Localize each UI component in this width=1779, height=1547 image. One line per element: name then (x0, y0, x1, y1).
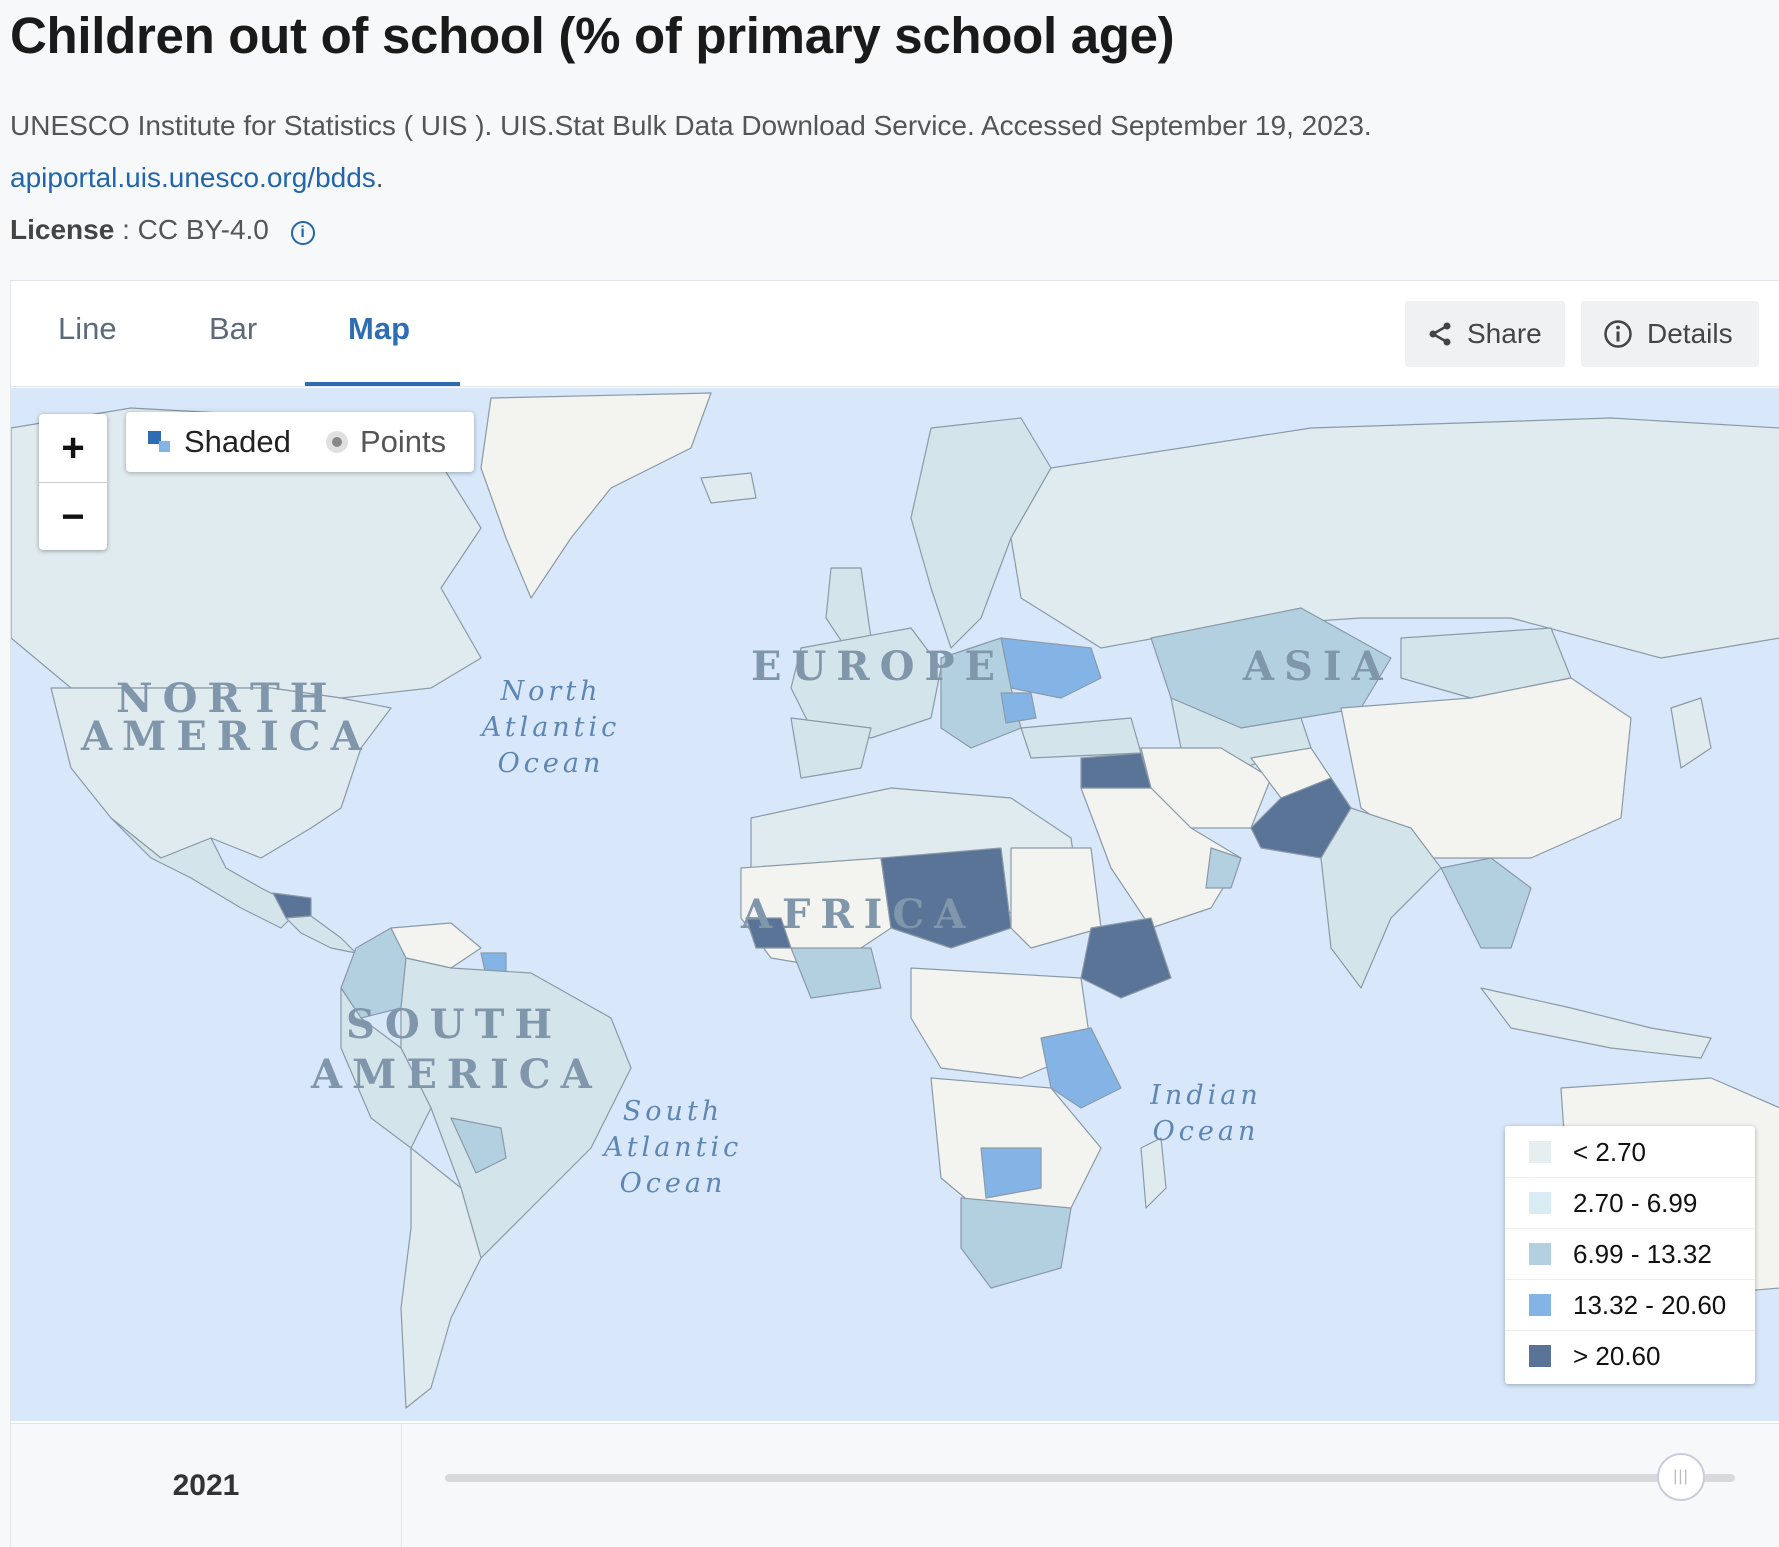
oman (1205, 847, 1242, 889)
legend-swatch (1529, 1243, 1551, 1265)
label-south-america-1: SOUTH (346, 1001, 562, 1048)
peru-bolivia (340, 987, 432, 1149)
botswana (980, 1147, 1042, 1199)
syria-iraq (1080, 752, 1152, 789)
label-north-america-1: NORTH (116, 675, 338, 722)
venezuela (390, 922, 482, 969)
label-africa: AFRICA (740, 891, 975, 938)
legend-item: > 20.60 (1505, 1330, 1755, 1381)
zoom-divider (39, 482, 107, 483)
central-america (285, 915, 357, 954)
points-icon (326, 431, 348, 453)
tab-bar-chart[interactable]: Bar (209, 311, 258, 346)
mode-points-label: Points (360, 424, 447, 459)
chart-panel: Line Bar Map Share Details (10, 280, 1779, 1547)
legend-label: 13.32 - 20.60 (1573, 1290, 1727, 1320)
legend-item: 6.99 - 13.32 (1505, 1228, 1755, 1280)
share-button[interactable]: Share (1405, 301, 1565, 367)
source-text: UNESCO Institute for Statistics ( UIS ).… (10, 110, 1372, 141)
year-slider-track[interactable] (445, 1474, 1735, 1482)
map-canvas: NORTH AMERICA SOUTH AMERICA EUROPE AFRIC… (11, 392, 1779, 1409)
japan (1670, 697, 1712, 769)
legend-item: < 2.70 (1505, 1126, 1755, 1178)
label-south-atlantic-2: Atlantic (601, 1132, 743, 1163)
label-south-america-2: AMERICA (310, 1051, 602, 1098)
greenland (480, 392, 712, 599)
shaded-icon (148, 431, 170, 452)
label-north-america-2: AMERICA (80, 713, 372, 760)
details-button[interactable]: Details (1581, 301, 1759, 367)
share-icon (1429, 322, 1451, 346)
tanzania (1040, 1027, 1122, 1109)
legend-swatch (1529, 1141, 1551, 1163)
legend-label: 2.70 - 6.99 (1573, 1188, 1698, 1218)
legend-item: 2.70 - 6.99 (1505, 1177, 1755, 1229)
label-north-atlantic-2: Atlantic (479, 712, 621, 743)
turkey (1020, 717, 1142, 759)
source-link-row: apiportal.uis.unesco.org/bdds. (10, 162, 384, 194)
mode-shaded-label: Shaded (184, 424, 291, 459)
source-link-period: . (375, 162, 384, 193)
tab-line[interactable]: Line (58, 311, 117, 346)
page-title: Children out of school (% of primary sch… (10, 7, 1175, 64)
iceland (700, 472, 757, 504)
western-europe (790, 627, 942, 739)
southeast-asia (1440, 857, 1532, 949)
india (1320, 807, 1442, 989)
year-slider-handle[interactable]: ||| (1657, 1453, 1705, 1501)
label-europe: EUROPE (751, 643, 1005, 690)
zoom-control: + − (39, 414, 107, 550)
active-tab-indicator (305, 382, 460, 386)
share-label: Share (1467, 318, 1542, 349)
iberia (790, 717, 872, 779)
paraguay (450, 1117, 507, 1174)
chile-argentina (400, 1147, 482, 1409)
indonesia (1480, 987, 1712, 1059)
mali-niger (880, 847, 1012, 949)
tab-map[interactable]: Map (348, 311, 410, 346)
info-circle-icon (1604, 320, 1632, 348)
license-value: : CC BY-4.0 (122, 214, 269, 245)
mode-points-option[interactable]: Points (324, 424, 446, 460)
chad-sudan (1010, 847, 1102, 949)
legend-label: < 2.70 (1573, 1137, 1647, 1167)
nigeria-ghana (790, 947, 882, 999)
zoom-out-button[interactable]: − (61, 494, 85, 539)
selected-year: 2021 (11, 1424, 402, 1547)
scandinavia (910, 417, 1052, 649)
legend-swatch (1529, 1294, 1551, 1316)
source-link[interactable]: apiportal.uis.unesco.org/bdds (10, 162, 376, 193)
legend-swatch (1529, 1345, 1551, 1367)
legend-swatch (1529, 1192, 1551, 1214)
label-south-atlantic-3: Ocean (620, 1168, 727, 1199)
madagascar (1140, 1137, 1167, 1209)
south-africa (960, 1197, 1072, 1289)
tab-bar: Line Bar Map Share Details (11, 281, 1779, 387)
ukraine (1000, 637, 1102, 699)
label-north-atlantic-1: North (499, 676, 601, 707)
map-legend: < 2.70 2.70 - 6.99 6.99 - 13.32 13.32 - … (1505, 1126, 1755, 1384)
info-icon[interactable]: i (290, 221, 315, 245)
romania (1000, 692, 1037, 724)
year-timeline: 2021 ||| (11, 1423, 1779, 1547)
choropleth-map[interactable]: NORTH AMERICA SOUTH AMERICA EUROPE AFRIC… (11, 388, 1779, 1421)
license-label: License (10, 214, 115, 245)
label-north-atlantic-3: Ocean (498, 748, 605, 779)
license-row: License : CC BY-4.0 i (10, 214, 315, 246)
mode-shaded-option[interactable]: Shaded (146, 424, 291, 460)
map-mode-toggle: Shaded Points (126, 412, 474, 472)
details-label: Details (1647, 318, 1733, 349)
label-south-atlantic-1: South (623, 1096, 723, 1127)
legend-item: 13.32 - 20.60 (1505, 1279, 1755, 1331)
legend-label: 6.99 - 13.32 (1573, 1239, 1712, 1269)
ethiopia (1080, 917, 1172, 999)
label-indian-ocean-2: Ocean (1153, 1116, 1260, 1147)
label-indian-ocean-1: Indian (1149, 1080, 1261, 1111)
russia (1010, 417, 1779, 659)
legend-label: > 20.60 (1573, 1341, 1661, 1371)
zoom-in-button[interactable]: + (61, 425, 85, 470)
label-asia: ASIA (1242, 643, 1393, 690)
